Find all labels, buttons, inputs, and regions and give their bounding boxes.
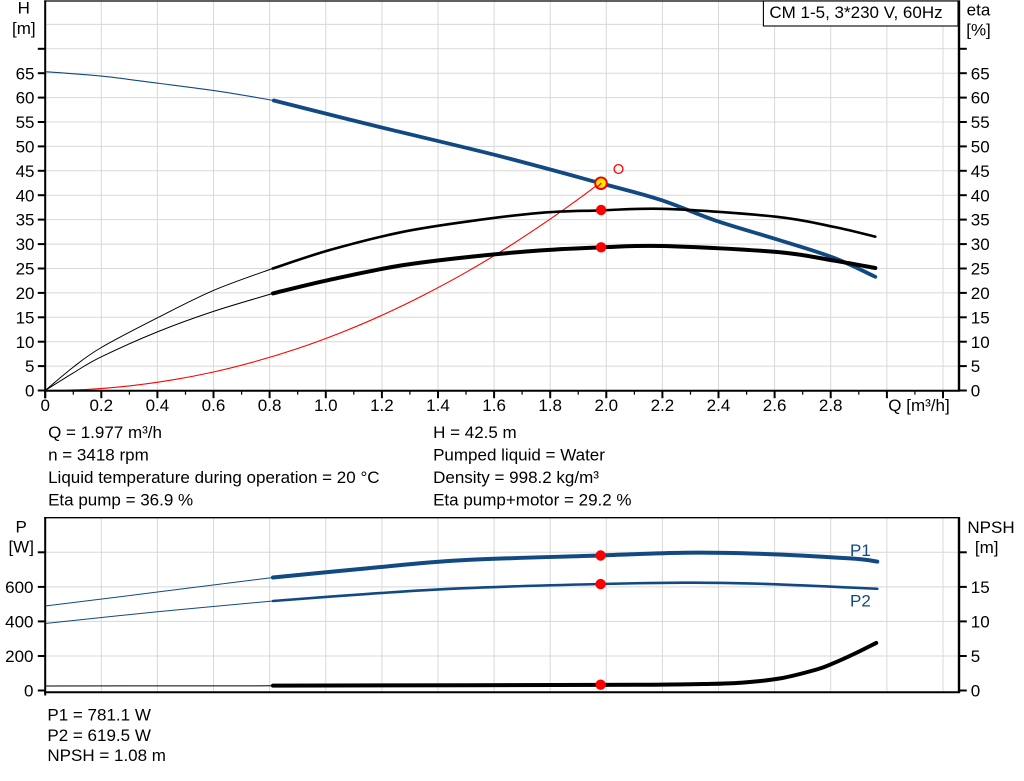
svg-text:65: 65 <box>971 64 990 83</box>
svg-text:45: 45 <box>971 162 990 181</box>
svg-text:40: 40 <box>16 186 35 205</box>
svg-text:P1 = 781.1 W: P1 = 781.1 W <box>47 706 150 725</box>
svg-text:400: 400 <box>5 613 33 632</box>
svg-text:50: 50 <box>971 138 990 157</box>
svg-text:[W]: [W] <box>8 538 34 557</box>
svg-text:2.6: 2.6 <box>763 396 787 415</box>
svg-text:5: 5 <box>971 647 980 666</box>
svg-text:n = 3418 rpm: n = 3418 rpm <box>48 445 149 464</box>
svg-text:0: 0 <box>971 382 980 401</box>
svg-text:0: 0 <box>24 682 33 701</box>
svg-text:10: 10 <box>971 333 990 352</box>
svg-text:1.6: 1.6 <box>482 396 506 415</box>
svg-text:25: 25 <box>16 260 35 279</box>
svg-text:25: 25 <box>971 260 990 279</box>
svg-text:P2 = 619.5 W: P2 = 619.5 W <box>47 726 150 745</box>
svg-text:200: 200 <box>5 647 33 666</box>
svg-text:0.6: 0.6 <box>202 396 226 415</box>
svg-text:Density = 998.2 kg/m³: Density = 998.2 kg/m³ <box>433 468 599 487</box>
svg-text:0: 0 <box>40 396 49 415</box>
svg-text:0.2: 0.2 <box>89 396 113 415</box>
svg-text:45: 45 <box>16 162 35 181</box>
svg-text:NPSH: NPSH <box>967 518 1014 537</box>
svg-text:20: 20 <box>16 284 35 303</box>
svg-text:0: 0 <box>971 682 980 701</box>
svg-text:2.2: 2.2 <box>651 396 675 415</box>
svg-text:1.0: 1.0 <box>314 396 338 415</box>
svg-text:Q [m³/h]: Q [m³/h] <box>888 396 949 415</box>
svg-text:10: 10 <box>16 333 35 352</box>
svg-text:55: 55 <box>971 113 990 132</box>
svg-text:60: 60 <box>16 89 35 108</box>
svg-text:1.8: 1.8 <box>538 396 562 415</box>
svg-text:Eta pump = 36.9 %: Eta pump = 36.9 % <box>48 490 193 509</box>
svg-text:[m]: [m] <box>975 538 999 557</box>
svg-text:Liquid temperature during oper: Liquid temperature during operation = 20… <box>48 468 379 487</box>
svg-text:H = 42.5 m: H = 42.5 m <box>433 423 517 442</box>
svg-text:CM 1-5, 3*230 V, 60Hz: CM 1-5, 3*230 V, 60Hz <box>769 3 942 22</box>
svg-text:35: 35 <box>16 211 35 230</box>
svg-text:5: 5 <box>971 357 980 376</box>
svg-text:30: 30 <box>16 235 35 254</box>
svg-text:1.2: 1.2 <box>370 396 394 415</box>
svg-text:0.8: 0.8 <box>258 396 282 415</box>
svg-text:0.4: 0.4 <box>146 396 170 415</box>
svg-text:[%]: [%] <box>966 21 991 40</box>
svg-text:15: 15 <box>971 578 990 597</box>
svg-text:0: 0 <box>25 382 34 401</box>
svg-text:60: 60 <box>971 89 990 108</box>
svg-text:eta: eta <box>967 0 991 19</box>
svg-text:10: 10 <box>971 613 990 632</box>
svg-text:NPSH = 1.08 m: NPSH = 1.08 m <box>47 746 166 765</box>
svg-text:600: 600 <box>5 578 33 597</box>
svg-text:2.0: 2.0 <box>594 396 618 415</box>
svg-text:Pumped liquid = Water: Pumped liquid = Water <box>433 445 605 464</box>
svg-text:50: 50 <box>16 138 35 157</box>
svg-text:Eta pump+motor = 29.2 %: Eta pump+motor = 29.2 % <box>433 490 631 509</box>
svg-text:P1: P1 <box>850 541 871 560</box>
svg-text:2.8: 2.8 <box>819 396 843 415</box>
svg-text:55: 55 <box>16 113 35 132</box>
svg-text:20: 20 <box>971 284 990 303</box>
svg-text:Q = 1.977 m³/h: Q = 1.977 m³/h <box>48 423 162 442</box>
svg-text:P2: P2 <box>850 592 871 611</box>
svg-text:35: 35 <box>971 211 990 230</box>
svg-text:[m]: [m] <box>12 19 36 38</box>
svg-text:30: 30 <box>971 235 990 254</box>
svg-text:1.4: 1.4 <box>426 396 450 415</box>
svg-text:65: 65 <box>16 64 35 83</box>
svg-text:P: P <box>16 518 27 537</box>
svg-text:40: 40 <box>971 186 990 205</box>
svg-text:2.4: 2.4 <box>707 396 731 415</box>
svg-text:5: 5 <box>25 357 34 376</box>
svg-text:15: 15 <box>971 308 990 327</box>
svg-text:H: H <box>18 0 30 18</box>
svg-text:15: 15 <box>16 308 35 327</box>
